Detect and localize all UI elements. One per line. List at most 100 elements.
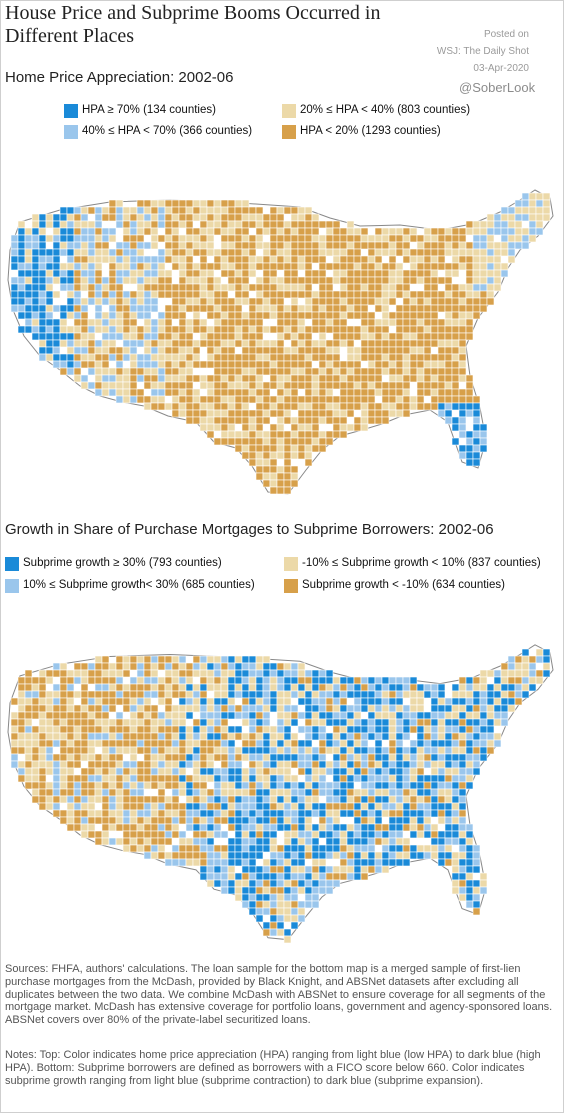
county-cell <box>248 416 257 425</box>
county-cell <box>122 788 131 797</box>
county-cell <box>269 290 278 299</box>
county-cell <box>129 276 138 285</box>
county-cell <box>129 304 138 313</box>
county-cell <box>444 416 453 425</box>
county-cell <box>318 865 327 874</box>
county-cell <box>241 676 250 685</box>
county-cell <box>451 311 460 320</box>
county-cell <box>458 837 467 846</box>
county-cell <box>150 830 159 839</box>
county-cell <box>381 746 390 755</box>
county-cell <box>206 297 215 306</box>
county-cell <box>276 339 285 348</box>
county-cell <box>115 746 124 755</box>
county-cell <box>290 816 299 825</box>
county-cell <box>17 248 26 257</box>
county-cell <box>80 662 89 671</box>
county-cell <box>430 332 439 341</box>
county-cell <box>143 318 152 327</box>
county-cell <box>283 304 292 313</box>
county-cell <box>297 451 306 460</box>
county-cell <box>164 304 173 313</box>
county-cell <box>66 781 75 790</box>
county-cell <box>227 809 236 818</box>
county-cell <box>73 276 82 285</box>
county-cell <box>423 332 432 341</box>
county-cell <box>136 816 145 825</box>
county-cell <box>52 241 61 250</box>
county-cell <box>395 276 404 285</box>
county-cell <box>486 718 495 727</box>
county-cell <box>73 662 82 671</box>
county-cell <box>290 683 299 692</box>
county-cell <box>136 739 145 748</box>
county-cell <box>374 676 383 685</box>
county-cell <box>213 879 222 888</box>
county-cell <box>325 388 334 397</box>
county-cell <box>143 276 152 285</box>
county-cell <box>381 318 390 327</box>
county-cell <box>395 851 404 860</box>
county-cell <box>213 367 222 376</box>
county-cell <box>108 297 117 306</box>
county-cell <box>367 381 376 390</box>
county-cell <box>500 213 509 222</box>
county-cell <box>206 290 215 299</box>
county-cell <box>444 718 453 727</box>
county-cell <box>346 676 355 685</box>
county-cell <box>52 346 61 355</box>
county-cell <box>388 711 397 720</box>
county-cell <box>360 760 369 769</box>
county-cell <box>150 206 159 215</box>
county-cell <box>38 802 47 811</box>
county-cell <box>66 206 75 215</box>
county-cell <box>290 451 299 460</box>
county-cell <box>52 332 61 341</box>
county-cell <box>304 802 313 811</box>
county-cell <box>150 753 159 762</box>
county-cell <box>115 269 124 278</box>
county-cell <box>248 725 257 734</box>
county-cell <box>199 332 208 341</box>
county-cell <box>458 809 467 818</box>
county-cell <box>115 669 124 678</box>
county-cell <box>374 332 383 341</box>
county-cell <box>297 858 306 867</box>
county-cell <box>374 241 383 250</box>
county-cell <box>143 753 152 762</box>
county-cell <box>479 872 488 881</box>
county-cell <box>227 346 236 355</box>
county-cell <box>213 220 222 229</box>
county-cell <box>171 830 180 839</box>
county-cell <box>87 718 96 727</box>
county-cell <box>129 241 138 250</box>
county-cell <box>192 290 201 299</box>
county-cell <box>80 255 89 264</box>
county-cell <box>269 437 278 446</box>
county-cell <box>262 339 271 348</box>
county-cell <box>220 227 229 236</box>
county-cell <box>192 837 201 846</box>
county-cell <box>339 318 348 327</box>
county-cell <box>87 227 96 236</box>
county-cell <box>31 746 40 755</box>
county-cell <box>115 739 124 748</box>
county-cell <box>164 241 173 250</box>
county-cell <box>297 907 306 916</box>
county-cell <box>227 816 236 825</box>
county-cell <box>171 213 180 222</box>
county-cell <box>430 360 439 369</box>
county-cell <box>388 767 397 776</box>
county-cell <box>108 718 117 727</box>
county-cell <box>318 269 327 278</box>
county-cell <box>311 290 320 299</box>
county-cell <box>416 325 425 334</box>
county-cell <box>38 788 47 797</box>
county-cell <box>164 858 173 867</box>
county-cell <box>374 683 383 692</box>
county-cell <box>66 248 75 257</box>
county-cell <box>269 374 278 383</box>
county-cell <box>17 697 26 706</box>
county-cell <box>402 683 411 692</box>
county-cell <box>318 220 327 229</box>
